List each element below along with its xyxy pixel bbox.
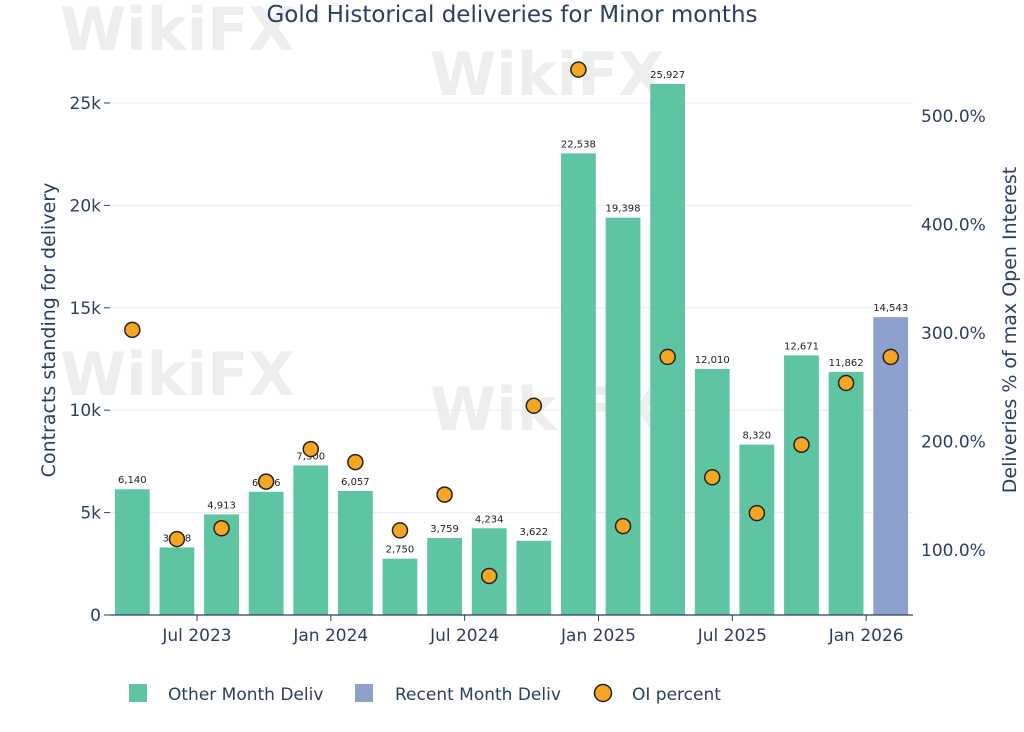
x-tick-label: Jan 2026 (828, 626, 904, 646)
bar-value-label: 22,538 (561, 139, 596, 150)
y-tick-label: 25k (70, 94, 102, 114)
bar-recent-month[interactable] (873, 317, 909, 615)
legend-label-other[interactable]: Other Month Deliv (168, 685, 323, 705)
bar-other-month[interactable] (694, 369, 730, 615)
watermark-text: WikiFX (430, 40, 664, 110)
bar-value-label: 11,862 (829, 358, 864, 369)
legend: Other Month Deliv Recent Month Deliv OI … (129, 683, 721, 705)
bar-other-month[interactable] (114, 489, 150, 615)
y-tick-label: 10k (70, 401, 102, 421)
oi-percent-point[interactable] (302, 440, 319, 458)
y-tick-label: 0 (90, 606, 101, 626)
bars-layer (114, 83, 909, 616)
bar-other-month[interactable] (516, 540, 552, 615)
oi-percent-point[interactable] (525, 397, 543, 414)
oi-percent-point[interactable] (614, 517, 632, 535)
oi-percent-point[interactable] (882, 348, 899, 366)
watermark-text: WikiFX (60, 340, 294, 410)
bar-value-label: 12,010 (695, 355, 730, 366)
y-axis-title: Contracts standing for delivery (38, 183, 60, 478)
y-tick-label: 5k (80, 504, 101, 524)
y-tick-label: 20k (70, 196, 102, 216)
watermark-text: WikiFX (60, 0, 294, 65)
bar-other-month[interactable] (828, 372, 864, 615)
bar-value-label: 3,759 (430, 524, 459, 535)
legend-swatch-other[interactable] (129, 684, 147, 702)
legend-swatch-recent[interactable] (355, 684, 373, 702)
y-tick-label: 15k (70, 299, 102, 319)
bar-other-month[interactable] (605, 217, 641, 615)
bar-value-label: 6,057 (341, 477, 370, 488)
oi-points-layer (124, 61, 899, 585)
bar-other-month[interactable] (739, 444, 775, 615)
oi-percent-point[interactable] (748, 504, 766, 522)
legend-label-oi[interactable]: OI percent (632, 685, 721, 705)
bar-value-label: 12,671 (784, 341, 819, 352)
bar-other-month[interactable] (784, 355, 819, 615)
x-tick-label: Jan 2025 (560, 626, 636, 646)
oi-percent-point[interactable] (168, 530, 186, 548)
axes-layer: 0 5k 10k 15k 20k 25k 100.0% 200.0% 300.0% 400.0% 5… (70, 94, 986, 646)
chart-title: Gold Historical deliveries for Minor mon… (266, 2, 757, 28)
grid-lines (110, 102, 913, 514)
oi-percent-point[interactable] (793, 436, 810, 454)
bar-other-month[interactable] (337, 490, 373, 615)
bar-value-label: 3,622 (519, 527, 548, 538)
bar-other-month[interactable] (427, 538, 462, 615)
oi-percent-point[interactable] (659, 348, 676, 366)
bar-other-month[interactable] (248, 491, 284, 615)
oi-percent-point[interactable] (570, 61, 587, 78)
bar-value-label: 4,234 (475, 514, 504, 525)
oi-percent-point[interactable] (257, 473, 275, 490)
bar-value-label: 2,750 (386, 545, 415, 556)
bar-value-label: 4,913 (207, 500, 236, 511)
y2-tick-label: 200.0% (921, 433, 986, 453)
bar-value-label: 8,320 (743, 431, 772, 442)
x-tick-label: Jul 2023 (161, 626, 231, 646)
oi-percent-point[interactable] (436, 486, 453, 503)
bar-other-month[interactable] (293, 465, 329, 615)
y2-tick-label: 400.0% (921, 216, 986, 236)
y2-axis-title: Deliveries % of max Open Interest (999, 167, 1021, 493)
legend-label-recent[interactable]: Recent Month Deliv (395, 685, 561, 705)
x-tick-label: Jan 2024 (292, 626, 368, 646)
bar-other-month[interactable] (159, 547, 195, 615)
oi-percent-point[interactable] (837, 374, 855, 392)
bar-value-label: 19,398 (606, 204, 641, 215)
oi-percent-point[interactable] (124, 321, 141, 339)
oi-percent-point[interactable] (391, 522, 409, 539)
bar-value-label: 25,927 (650, 70, 685, 81)
x-tick-label: Jul 2024 (429, 626, 499, 646)
bar-value-label: 14,543 (873, 303, 908, 314)
y2-tick-label: 100.0% (921, 541, 986, 561)
x-tick-label: Jul 2025 (697, 626, 767, 646)
oi-percent-point[interactable] (347, 453, 364, 471)
y2-tick-label: 500.0% (921, 107, 986, 127)
bar-other-month[interactable] (561, 153, 596, 615)
oi-percent-point[interactable] (480, 567, 498, 585)
y2-tick-label: 300.0% (921, 324, 986, 344)
bar-other-month[interactable] (382, 558, 418, 615)
oi-percent-point[interactable] (704, 469, 721, 486)
oi-percent-point[interactable] (213, 520, 230, 537)
bar-value-label: 6,140 (118, 475, 147, 486)
legend-swatch-oi[interactable] (593, 683, 613, 703)
